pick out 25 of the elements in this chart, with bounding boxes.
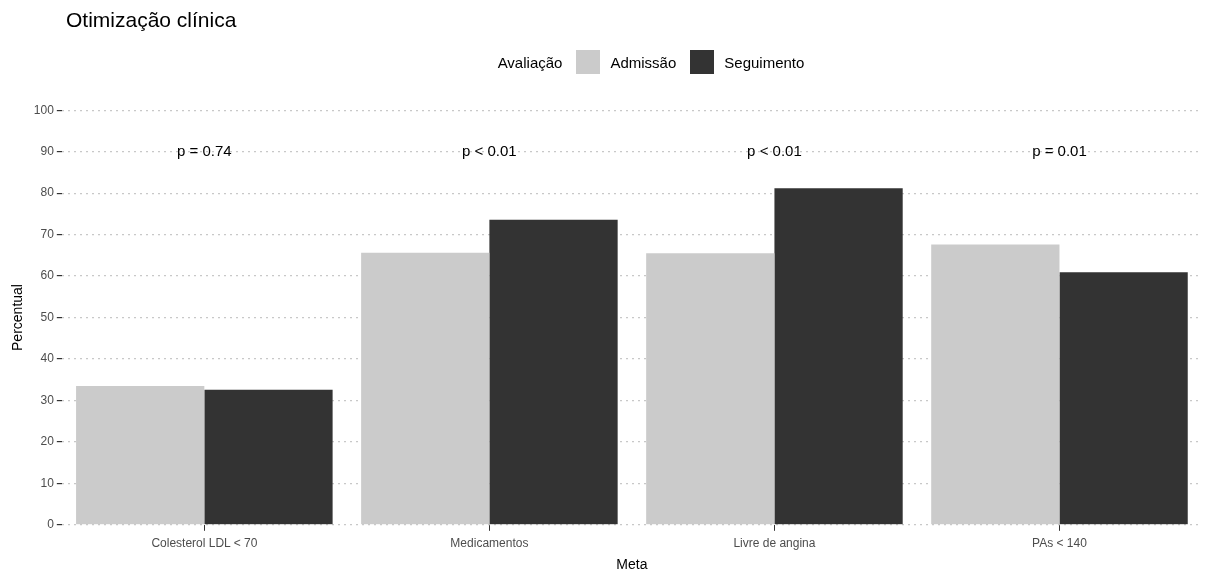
chart-title: Otimização clínica (66, 8, 237, 32)
y-tick-label: 40 (40, 351, 55, 366)
x-tick-label: PAs < 140 (1032, 536, 1088, 551)
x-axis-title: Meta (616, 556, 648, 573)
x-tick-label: Medicamentos (450, 536, 529, 551)
y-tick-label: 0 (47, 517, 55, 532)
legend-title: Avaliação (497, 53, 563, 71)
annotation: p < 0.01 (747, 141, 802, 159)
y-tick-label: 90 (40, 143, 55, 158)
y-tick-label: 100 (33, 102, 55, 117)
y-axis-title: Percentual (9, 284, 26, 351)
annotation: p < 0.01 (462, 141, 517, 159)
y-tick-label: 20 (40, 434, 55, 449)
y-tick-label: 80 (40, 185, 55, 200)
y-tick-label: 70 (40, 226, 55, 241)
legend-label: Admissão (610, 53, 677, 71)
y-tick-label: 50 (40, 309, 55, 324)
y-tick-label: 10 (40, 475, 55, 490)
annotation: p = 0.01 (1032, 141, 1087, 159)
y-tick-label: 30 (40, 392, 55, 407)
x-tick-label: Livre de angina (733, 536, 816, 551)
x-tick-label: Colesterol LDL < 70 (151, 536, 258, 551)
annotation: p = 0.74 (177, 141, 232, 159)
y-tick-label: 60 (40, 268, 55, 283)
legend-label: Seguimento (724, 53, 805, 71)
